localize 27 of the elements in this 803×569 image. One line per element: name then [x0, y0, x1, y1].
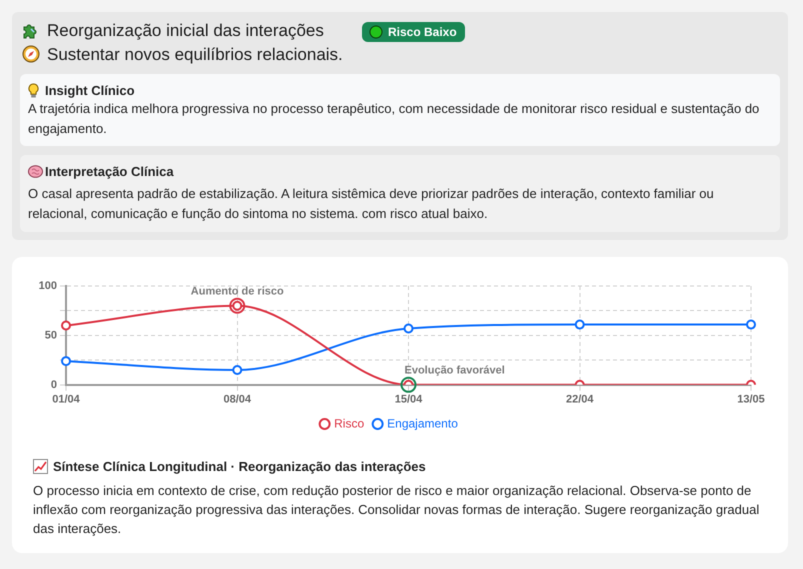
text: Risco Baixo: [362, 22, 465, 42]
point: [404, 323, 414, 334]
text: O processo inicia em contexto de crise, com redução posterior de risco e maior organização relacional. Observa-se ponto de inflexão com reorganização progressiva das interações. Consolidar novas formas de interação. Sugere reorganização gradual das interações.: [33, 482, 760, 538]
chart-title: Reorganização inicial das interações: [47, 20, 324, 42]
point: [232, 364, 242, 375]
point: [229, 298, 246, 314]
x-tick-label: 13/05: [737, 393, 765, 406]
x-tick-label: 22/04: [566, 393, 594, 406]
text: Interpretação Clínica: [45, 163, 174, 181]
text: Síntese Clínica Longitudinal · Reorganização das interações: [53, 458, 426, 476]
x-tick-label: 08/04: [223, 393, 252, 406]
text: A trajetória indica melhora progressiva no processo terapêutico, com necessidade de monitorar risco residual e sustentação do engajamento.: [28, 100, 760, 138]
text: O casal apresenta padrão de estabilização. A leitura sistêmica deve priorizar padrões de interação, contexto familiar ou relacional, comunicação e função do sintoma no sistema. com risco atual baixo.: [28, 185, 715, 223]
legend-label: Engajamento: [387, 416, 458, 430]
chart-subtitle: Sustentar novos equilíbrios relacionais.: [47, 44, 343, 66]
annotation: Evolução favorável: [404, 364, 505, 376]
y-tick-label: 0: [50, 378, 57, 391]
point: [746, 320, 756, 330]
y-tick-label: 100: [38, 280, 57, 292]
point: [61, 356, 71, 366]
text: Insight Clínico: [45, 82, 135, 100]
x-tick-label: 01/04: [52, 393, 81, 406]
legend-label: Risco: [334, 416, 364, 430]
x-tick-label: 15/04: [394, 393, 424, 406]
point: [574, 320, 585, 330]
annotation: Aumento de risco: [190, 285, 284, 298]
y-tick-label: 50: [44, 329, 57, 342]
